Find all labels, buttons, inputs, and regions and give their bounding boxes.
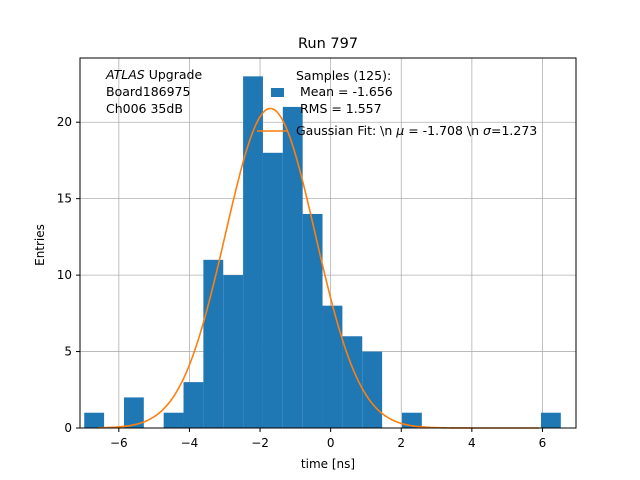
upgrade-label: Upgrade: [145, 67, 203, 82]
atlas-label: ATLAS: [105, 67, 145, 82]
y-tick-label: 20: [57, 115, 72, 129]
x-axis-label: time [ns]: [301, 457, 355, 471]
histogram-bar: [84, 412, 105, 428]
histogram-bar: [540, 412, 561, 428]
x-tick-label: 0: [327, 436, 335, 450]
legend-fit-suffix: =1.273: [491, 123, 537, 138]
legend-samples-title: Samples (125):: [296, 68, 391, 83]
histogram-bar: [123, 397, 144, 428]
legend-fit-mid: = -1.708 \n: [404, 123, 483, 138]
histogram-bar: [322, 305, 343, 428]
histogram-bars: [84, 76, 561, 428]
y-tick-label: 5: [64, 345, 72, 359]
legend-fit-label: Gaussian Fit: \n μ = -1.708 \n σ=1.273: [296, 123, 537, 138]
x-tick-label: 2: [397, 436, 405, 450]
legend-fit-mu: μ: [395, 123, 404, 138]
histogram-bar: [282, 106, 303, 428]
atlas-annotation: ATLAS Upgrade Board186975 Ch006 35dB: [105, 67, 202, 116]
x-tick-label: −4: [181, 436, 199, 450]
histogram-bar: [243, 76, 263, 428]
histogram-bar: [163, 412, 184, 428]
histogram-bar: [262, 152, 283, 428]
channel-label: Ch006 35dB: [106, 101, 183, 116]
histogram-bar: [183, 382, 204, 428]
legend-samples-mean: Mean = -1.656: [296, 84, 393, 99]
histogram-bar: [362, 351, 383, 428]
chart-title: Run 797: [298, 36, 358, 52]
x-axis-ticks: −6 −4 −2 0 2 4 6: [110, 428, 546, 450]
y-axis-ticks: 0 5 10 15 20: [57, 115, 80, 435]
y-tick-label: 0: [64, 421, 72, 435]
y-tick-label: 15: [57, 192, 72, 206]
legend-samples-rms: RMS = 1.557: [296, 101, 382, 116]
y-axis-label: Entries: [33, 224, 47, 266]
x-tick-label: −6: [110, 436, 128, 450]
board-label: Board186975: [106, 84, 190, 99]
atlas-annotation-line1: ATLAS Upgrade: [105, 67, 202, 82]
axes: [79, 57, 577, 429]
legend: Samples (125): Mean = -1.656 RMS = 1.557…: [257, 68, 537, 138]
legend-samples-swatch: [271, 88, 284, 97]
x-tick-label: 6: [539, 436, 547, 450]
x-tick-label: −2: [251, 436, 269, 450]
plot-frame: [79, 57, 577, 429]
legend-fit-sigma: σ: [483, 123, 492, 138]
x-tick-label: 4: [468, 436, 476, 450]
y-tick-label: 10: [57, 268, 72, 282]
histogram-bar: [302, 213, 323, 428]
histogram-bar: [342, 336, 363, 428]
legend-fit-prefix: Gaussian Fit: \n: [296, 123, 396, 138]
histogram-bar: [223, 275, 244, 428]
